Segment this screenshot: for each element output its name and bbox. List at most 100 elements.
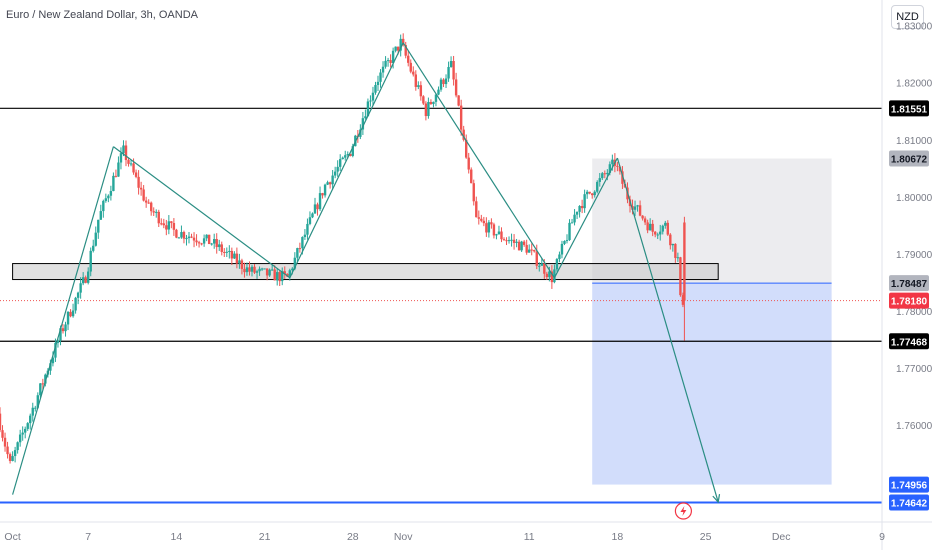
candle-body	[157, 211, 160, 224]
candle-body	[530, 249, 533, 251]
candle-body	[661, 225, 664, 232]
candle-body	[122, 145, 125, 154]
support-zone	[12, 263, 719, 281]
candle-body	[459, 105, 463, 130]
candle-body	[656, 234, 659, 236]
candle-body	[467, 157, 470, 170]
candle-body	[666, 222, 669, 235]
candle-body	[26, 423, 29, 429]
candle-body	[1, 430, 4, 438]
candle-body	[583, 194, 586, 209]
candle-body	[245, 267, 249, 273]
candle-body	[379, 72, 382, 82]
price-badge-label: 1.74956	[891, 481, 928, 492]
pattern-leg[interactable]	[12, 146, 114, 495]
candle-body	[117, 162, 120, 177]
candle-body	[376, 81, 380, 86]
candle-body	[490, 222, 493, 225]
candle-body	[427, 101, 430, 117]
candle-body	[170, 221, 173, 224]
candle-body	[606, 172, 609, 175]
candle-body	[139, 187, 143, 190]
candle-body	[588, 191, 591, 194]
candle-body	[548, 271, 551, 278]
x-tick-label: 11	[524, 531, 535, 543]
candle-body	[258, 268, 261, 272]
candle-body	[497, 231, 501, 235]
candle-body	[417, 85, 420, 87]
candle-body	[487, 222, 491, 233]
price-badge	[889, 494, 929, 511]
take-profit-zone	[592, 283, 832, 485]
candle-body	[394, 46, 397, 51]
candle-body	[439, 79, 443, 90]
candle-body	[560, 243, 564, 255]
lightning-glyph	[680, 506, 687, 516]
candle-body	[482, 220, 486, 224]
candle-body	[570, 222, 574, 224]
x-tick-label: Dec	[772, 531, 791, 543]
candle-body	[361, 118, 365, 130]
x-tick-label: 21	[259, 531, 271, 543]
candle-body	[444, 78, 448, 85]
candle-body	[288, 270, 291, 277]
candle-body	[228, 250, 231, 252]
candle-body	[492, 224, 496, 236]
pattern-leg[interactable]	[553, 157, 618, 279]
pattern-leg[interactable]	[289, 42, 404, 279]
candle-body	[462, 129, 465, 140]
candle-body	[555, 259, 559, 270]
candle-body	[568, 222, 571, 241]
candle-body	[573, 214, 576, 223]
projection-arrow-line[interactable]	[616, 157, 719, 503]
pattern-leg[interactable]	[402, 42, 555, 279]
candle-body	[316, 204, 319, 210]
price-badge	[889, 333, 929, 350]
x-tick-label: 18	[612, 531, 624, 543]
candle-body	[553, 269, 556, 283]
candle-body	[311, 213, 314, 218]
candle-body	[16, 442, 19, 451]
candle-body	[525, 244, 528, 253]
candle-body	[563, 241, 566, 244]
candle-body	[545, 273, 549, 278]
candle-body	[679, 257, 682, 296]
candle-body	[296, 248, 299, 258]
candle-body	[391, 50, 395, 63]
x-tick-label: 9	[879, 531, 885, 543]
candle-body	[558, 254, 561, 260]
candle-body	[424, 103, 428, 117]
candle-body	[291, 268, 294, 271]
candle-body	[102, 200, 105, 212]
candle-body	[485, 223, 488, 233]
candle-body	[674, 243, 677, 258]
candle-body	[172, 223, 176, 230]
price-badge-label: 1.78487	[891, 279, 928, 290]
candle-body	[472, 183, 475, 202]
candle-body	[21, 432, 24, 435]
candle-body	[470, 169, 473, 184]
candle-body	[654, 231, 657, 235]
x-tick-label: 28	[347, 531, 359, 543]
candle-body	[260, 268, 264, 270]
y-tick-label: 1.83000	[896, 22, 932, 33]
candle-body	[543, 263, 546, 274]
candle-body	[265, 268, 269, 276]
candle-body	[66, 311, 70, 325]
candle-body	[112, 175, 115, 192]
candle-body	[507, 240, 511, 242]
candle-body	[160, 223, 163, 225]
candle-body	[601, 173, 604, 179]
candle-body	[333, 171, 337, 176]
pattern-leg[interactable]	[113, 146, 291, 279]
price-levels	[0, 107, 882, 504]
candle-body	[321, 193, 324, 196]
candle-body	[81, 277, 85, 284]
candle-body	[175, 229, 178, 238]
candle-body	[233, 253, 236, 259]
currency-button[interactable]: NZD	[891, 5, 924, 29]
candle-body	[202, 238, 206, 244]
y-tick-label: 1.81000	[896, 136, 932, 147]
